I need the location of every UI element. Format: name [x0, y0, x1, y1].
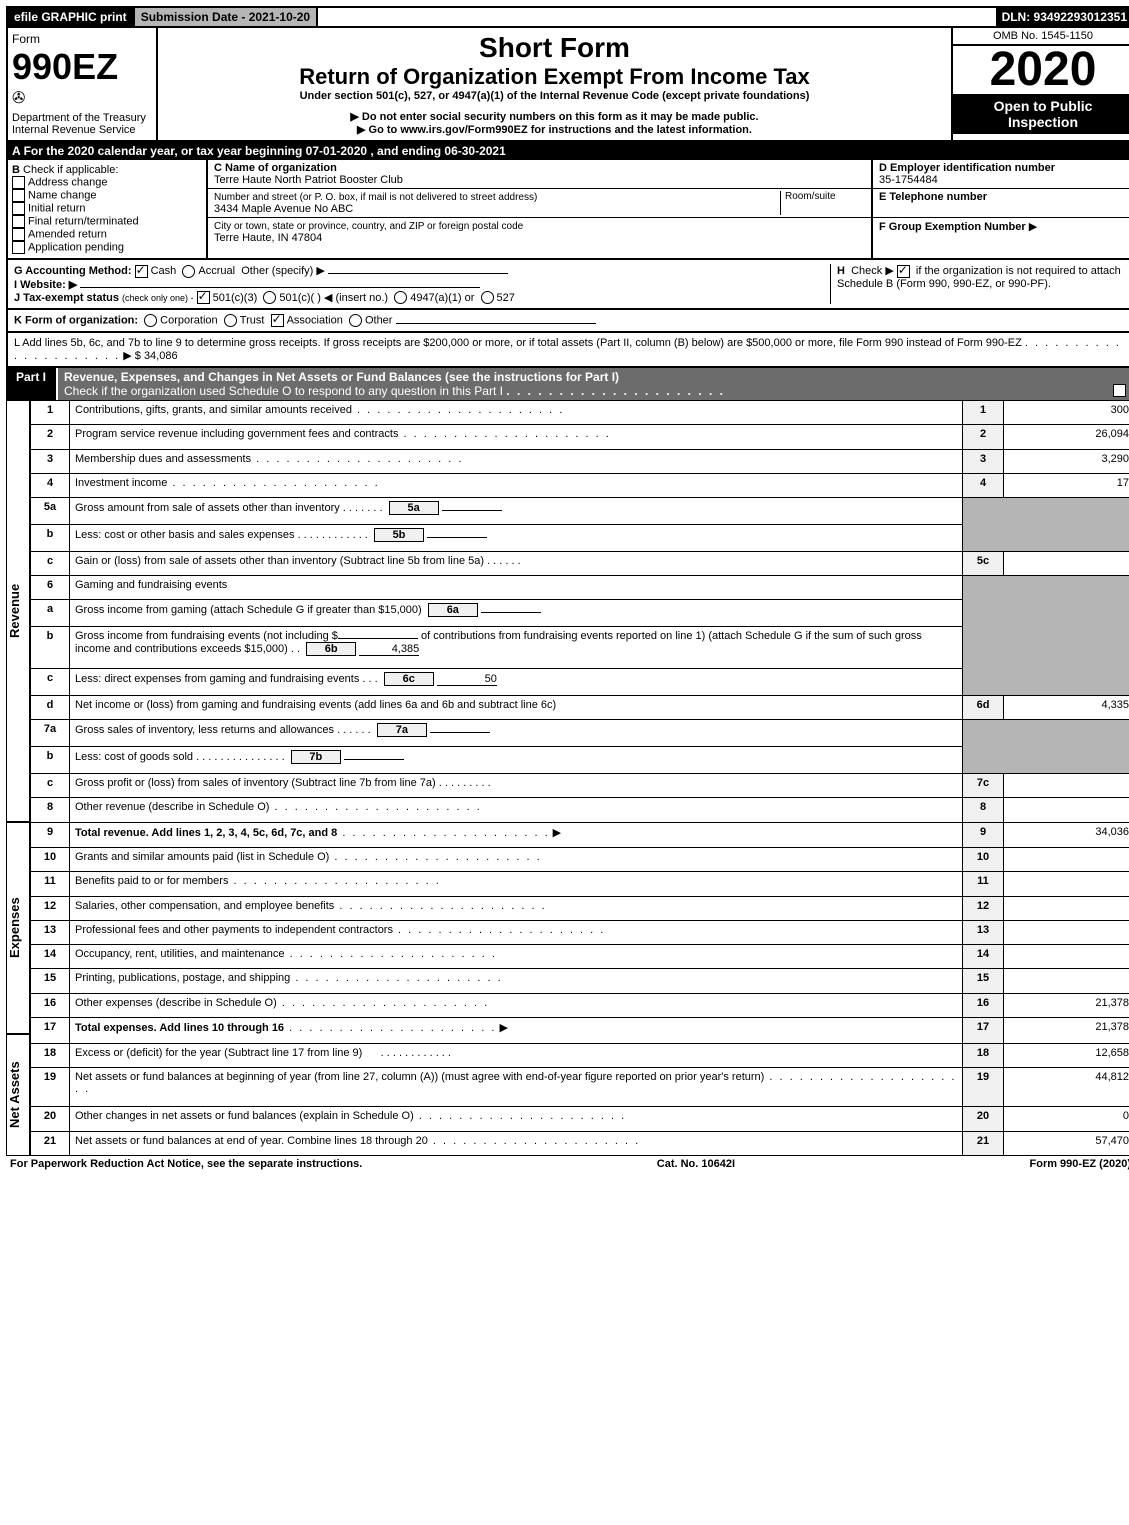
- line3-amt: 3,290: [1004, 449, 1129, 473]
- line18-amt: 12,658: [1004, 1043, 1129, 1067]
- footer: For Paperwork Reduction Act Notice, see …: [6, 1156, 1129, 1172]
- other-radio[interactable]: [349, 314, 362, 327]
- gross-receipts: $ 34,086: [135, 350, 178, 362]
- schedule-b-checkbox[interactable]: [897, 265, 910, 278]
- dln: DLN: 93492293012351: [996, 8, 1129, 26]
- title-return: Return of Organization Exempt From Incom…: [162, 64, 947, 90]
- line21-amt: 57,470: [1004, 1131, 1129, 1156]
- box-def: D Employer identification number 35-1754…: [873, 160, 1129, 258]
- note-goto: Go to www.irs.gov/Form990EZ for instruct…: [162, 123, 947, 136]
- submission-date: Submission Date - 2021-10-20: [135, 8, 318, 26]
- 501c3-checkbox[interactable]: [197, 291, 210, 304]
- org-street: 3434 Maple Avenue No ABC: [214, 203, 353, 215]
- pra-notice: For Paperwork Reduction Act Notice, see …: [10, 1158, 362, 1170]
- line9-amt: 34,036: [1004, 822, 1129, 848]
- tax-year: 2020: [953, 46, 1129, 94]
- form-label: Form: [12, 32, 152, 46]
- ein: 35-1754484: [879, 174, 938, 186]
- amended-return-checkbox[interactable]: [12, 228, 25, 241]
- top-bar: efile GRAPHIC print Submission Date - 20…: [6, 6, 1129, 28]
- final-return-checkbox[interactable]: [12, 215, 25, 228]
- name-change-checkbox[interactable]: [12, 189, 25, 202]
- cat-no: Cat. No. 10642I: [657, 1158, 735, 1170]
- form-number: 990EZ: [12, 46, 152, 88]
- accrual-radio[interactable]: [182, 265, 195, 278]
- note-ssn: Do not enter social security numbers on …: [162, 110, 947, 123]
- title-short-form: Short Form: [162, 32, 947, 64]
- lines-table: 1Contributions, gifts, grants, and simil…: [30, 400, 1129, 1156]
- net-assets-side-label: Net Assets: [6, 1034, 30, 1156]
- subtitle: Under section 501(c), 527, or 4947(a)(1)…: [162, 90, 947, 102]
- box-b: B Check if applicable: Address change Na…: [8, 160, 208, 258]
- form-ref: Form 990-EZ (2020): [1030, 1158, 1129, 1170]
- schedule-o-check[interactable]: [1113, 384, 1126, 397]
- info-row: B Check if applicable: Address change Na…: [6, 160, 1129, 260]
- irs-label: Internal Revenue Service: [12, 124, 152, 136]
- expenses-side-label: Expenses: [6, 822, 30, 1034]
- 501c-radio[interactable]: [263, 291, 276, 304]
- line4-amt: 17: [1004, 473, 1129, 497]
- line17-amt: 21,378: [1004, 1018, 1129, 1044]
- corp-radio[interactable]: [144, 314, 157, 327]
- part1-header: Part I Revenue, Expenses, and Changes in…: [6, 368, 1129, 400]
- trust-radio[interactable]: [224, 314, 237, 327]
- cash-checkbox[interactable]: [135, 265, 148, 278]
- line16-amt: 21,378: [1004, 993, 1129, 1017]
- dept-label: Department of the Treasury: [12, 112, 152, 124]
- 527-radio[interactable]: [481, 291, 494, 304]
- org-city: Terre Haute, IN 47804: [214, 232, 322, 244]
- line19-amt: 44,812: [1004, 1067, 1129, 1107]
- period-line: A For the 2020 calendar year, or tax yea…: [6, 142, 1129, 160]
- line6b-amt: 4,385: [359, 643, 419, 656]
- initial-return-checkbox[interactable]: [12, 202, 25, 215]
- org-name: Terre Haute North Patriot Booster Club: [214, 174, 403, 186]
- revenue-side-label: Revenue: [6, 400, 30, 822]
- line1-amt: 300: [1004, 401, 1129, 425]
- open-public: Open to Public Inspection: [953, 94, 1129, 134]
- website-input[interactable]: [80, 287, 480, 288]
- line2-amt: 26,094: [1004, 425, 1129, 449]
- line6c-amt: 50: [437, 673, 497, 686]
- assoc-checkbox[interactable]: [271, 314, 284, 327]
- addr-change-checkbox[interactable]: [12, 176, 25, 189]
- form-header: Form 990EZ ✇ Department of the Treasury …: [6, 28, 1129, 142]
- app-pending-checkbox[interactable]: [12, 241, 25, 254]
- 4947-radio[interactable]: [394, 291, 407, 304]
- efile-label: efile GRAPHIC print: [8, 8, 135, 26]
- line20-amt: 0: [1004, 1107, 1129, 1131]
- box-c: C Name of organization Terre Haute North…: [208, 160, 873, 258]
- line6d-amt: 4,335: [1004, 696, 1129, 720]
